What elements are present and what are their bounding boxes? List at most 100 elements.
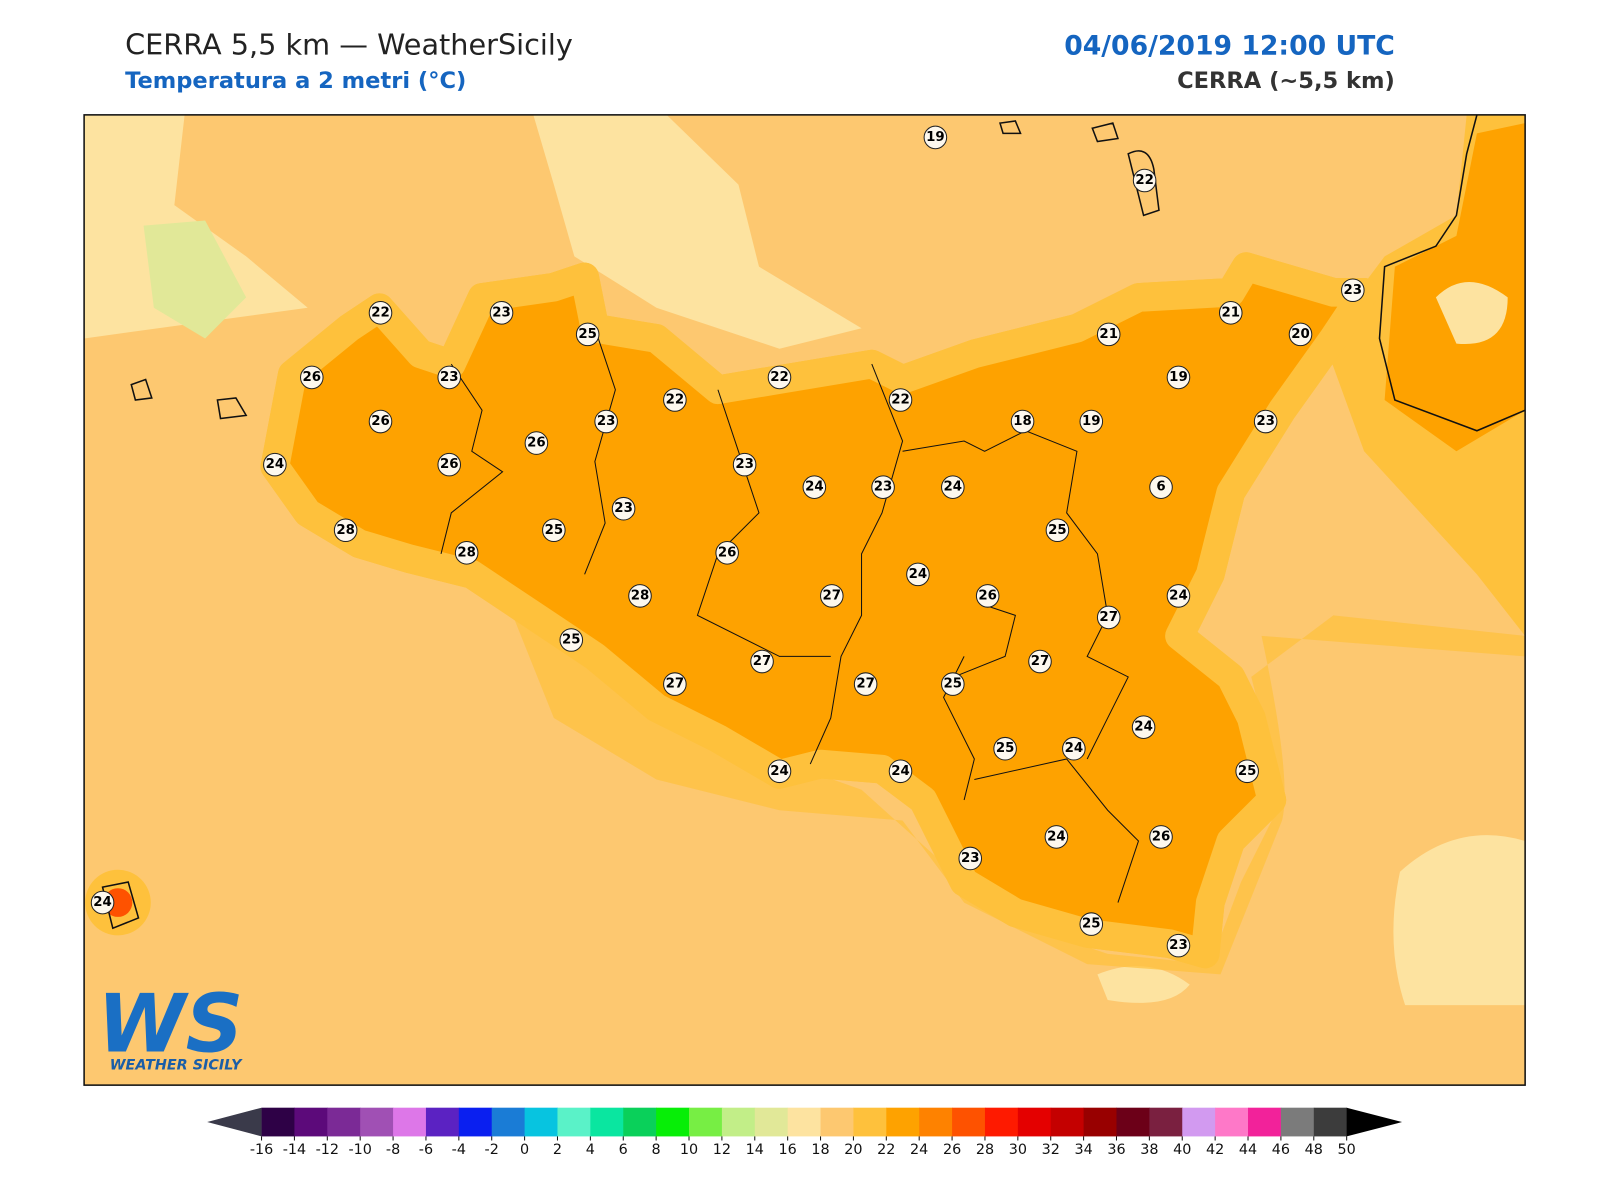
station-value: 23: [440, 370, 459, 385]
station-value: 26: [718, 545, 737, 560]
station: 19: [1166, 365, 1191, 390]
colorbar-band: [557, 1107, 591, 1137]
station-value: 23: [1256, 414, 1275, 429]
station-marker: [888, 759, 913, 784]
station-marker: [1132, 168, 1157, 193]
station-marker: [906, 562, 930, 587]
station-marker: [263, 452, 287, 477]
station-value: 23: [614, 501, 633, 516]
station: 24: [1044, 825, 1069, 849]
station-marker: [628, 584, 652, 608]
station: 22: [368, 301, 393, 325]
station-marker: [1341, 278, 1365, 303]
station: 19: [1079, 409, 1104, 434]
station-marker: [1166, 365, 1191, 390]
station-value: 24: [909, 567, 928, 582]
colorbar-band: [853, 1107, 887, 1137]
station-marker: [941, 672, 965, 696]
station: 24: [90, 890, 115, 915]
station-value: 26: [303, 370, 322, 385]
station-marker: [300, 365, 324, 390]
station: 26: [524, 431, 549, 455]
field-green: [143, 220, 247, 339]
station-value: 22: [770, 370, 789, 385]
colorbar-tick-label: 14: [746, 1142, 764, 1158]
colorbar-band: [919, 1107, 953, 1137]
station-value: 21: [1099, 327, 1118, 342]
colorbar-band: [1248, 1107, 1282, 1137]
model-label: CERRA (~5,5 km): [1177, 68, 1395, 94]
coastline: [1378, 114, 1526, 432]
station-value: 23: [874, 480, 893, 495]
station-marker: [802, 475, 827, 499]
colorbar-band: [1017, 1107, 1052, 1137]
station-value: 23: [961, 851, 980, 866]
station: 19: [923, 125, 948, 150]
station: 27: [1096, 605, 1121, 630]
station: 25: [1045, 518, 1070, 543]
station: 23: [871, 475, 895, 499]
colorbar-band: [491, 1107, 526, 1137]
station: 21: [1218, 301, 1243, 325]
colorbar-tick-label: 6: [619, 1142, 628, 1158]
station-marker: [993, 736, 1017, 761]
station: 23: [437, 365, 462, 390]
colorbar-band: [623, 1107, 657, 1137]
station: 24: [888, 759, 913, 784]
colorbar-tick-label: 8: [652, 1142, 661, 1158]
station-marker: [663, 672, 687, 696]
station: 23: [611, 496, 636, 521]
station: 24: [1166, 584, 1191, 608]
colorbar-band: [294, 1107, 328, 1137]
station: 26: [368, 409, 393, 434]
station: 28: [628, 584, 652, 608]
field-light: [1435, 282, 1508, 345]
station-value: 20: [1291, 327, 1310, 342]
colorbar-tick-label: 38: [1140, 1142, 1158, 1158]
station: 24: [941, 475, 965, 499]
station-value: 26: [978, 588, 997, 603]
colorbar-band: [886, 1107, 920, 1137]
station-marker: [958, 846, 983, 871]
station: 22: [663, 388, 687, 412]
station-value: 23: [1344, 283, 1363, 298]
station-marker: [871, 475, 895, 499]
station-value: 24: [1169, 588, 1188, 603]
station: 25: [575, 322, 600, 347]
station: 24: [1062, 736, 1086, 761]
station-value: 19: [1169, 370, 1188, 385]
station-marker: [437, 452, 462, 477]
station: 26: [300, 365, 324, 390]
colorbar-band: [656, 1107, 690, 1137]
station: 22: [767, 365, 792, 390]
station-marker: [853, 672, 878, 696]
station-marker: [1166, 584, 1191, 608]
field-warm: [512, 615, 1526, 975]
colorbar-over: [1346, 1107, 1403, 1137]
colorbar-band: [1116, 1107, 1150, 1137]
station-value: 22: [371, 305, 390, 320]
station: 25: [1235, 759, 1259, 784]
station: 23: [1341, 278, 1365, 303]
station-value: 28: [336, 523, 355, 538]
colorbar-band: [360, 1107, 394, 1137]
station: 23: [489, 301, 514, 325]
colorbar-band: [1280, 1107, 1315, 1137]
station: 23: [1166, 933, 1191, 958]
field-light: [1097, 966, 1190, 1003]
station-marker: [368, 301, 393, 325]
station-marker: [923, 125, 948, 150]
station: 27: [853, 672, 878, 696]
colorbar-band: [425, 1107, 460, 1137]
station-value: 24: [944, 480, 963, 495]
station: 23: [958, 846, 983, 871]
station: 24: [767, 759, 792, 784]
station: 23: [732, 452, 757, 477]
station-value: 23: [492, 305, 511, 320]
station-marker: [611, 496, 636, 521]
station-value: 26: [1152, 829, 1171, 844]
station-value: 24: [805, 480, 824, 495]
colorbar-tick-label: 18: [811, 1142, 829, 1158]
station-value: 25: [562, 633, 581, 648]
station-value: 26: [527, 436, 546, 451]
